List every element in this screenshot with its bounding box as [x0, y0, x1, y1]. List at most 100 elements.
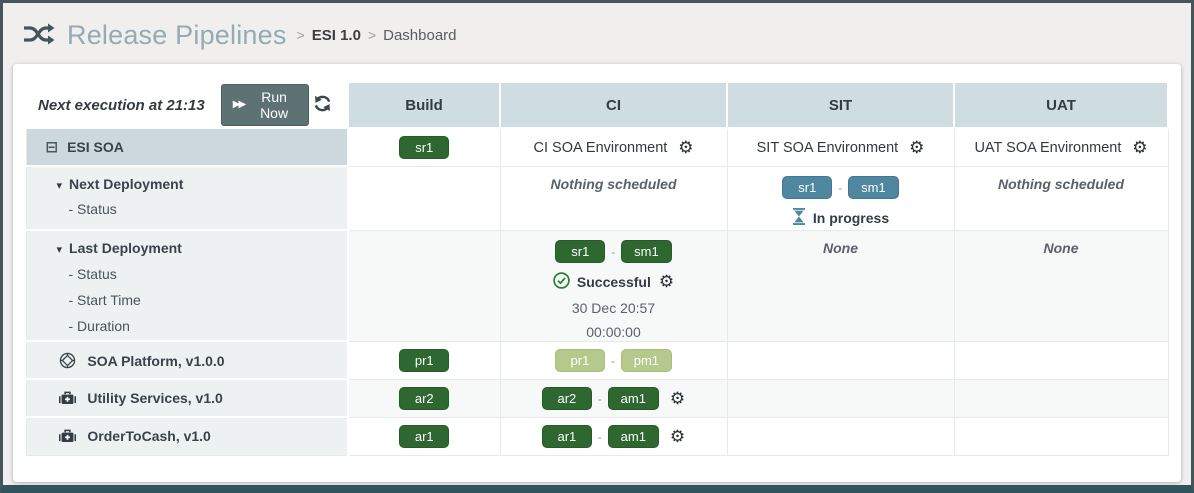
- application-name: OrderToCash, v1.0: [87, 428, 211, 445]
- sit-version-cell: [726, 340, 955, 380]
- uat-environment-cell: UAT SOA Environment ⚙: [953, 127, 1169, 167]
- medkit-icon: [58, 390, 88, 406]
- ci-version-cell: ar2 - am1 ⚙: [499, 378, 728, 418]
- start-time-value: 30 Dec 20:57: [571, 299, 656, 316]
- sit-next-deployment-cell: sr1 - sm1: [726, 165, 955, 231]
- refresh-button[interactable]: [309, 94, 336, 116]
- build-empty-cell: [347, 165, 501, 231]
- breadcrumb: > ESI 1.0 > Dashboard: [297, 27, 457, 44]
- table-header-row: Next execution at 21:13 ▶▶ Run Now: [25, 81, 1169, 129]
- run-now-label: Run Now: [260, 89, 289, 121]
- gear-icon[interactable]: ⚙: [678, 137, 694, 157]
- chevron-down-icon[interactable]: ▾: [56, 244, 63, 256]
- check-circle-icon: [553, 271, 570, 292]
- version-badge[interactable]: pm1: [620, 348, 673, 372]
- next-deployment-label: Next Deployment: [69, 176, 184, 192]
- last-deployment-starttime-label: - Start Time: [68, 292, 141, 308]
- last-deployment-status-label: - Status: [68, 266, 117, 282]
- duration-value: 00:00:00: [586, 323, 641, 340]
- none-text: None: [823, 239, 858, 256]
- dashboard-card: Next execution at 21:13 ▶▶ Run Now: [13, 64, 1181, 482]
- uat-environment-name: UAT SOA Environment: [974, 139, 1122, 156]
- last-deployment-label: Last Deployment: [69, 240, 182, 256]
- ci-next-deployment-cell: Nothing scheduled: [499, 165, 728, 231]
- gear-icon[interactable]: ⚙: [909, 137, 925, 157]
- version-badge[interactable]: ar2: [399, 386, 450, 410]
- badge-separator: -: [597, 391, 602, 406]
- sit-last-deployment-cell: None: [726, 229, 955, 342]
- version-badge[interactable]: ar2: [541, 386, 592, 410]
- version-badge[interactable]: ar1: [541, 424, 592, 448]
- column-header-build: Build: [347, 81, 501, 129]
- gear-icon[interactable]: ⚙: [669, 426, 686, 446]
- pipeline-name: ESI SOA: [67, 139, 124, 155]
- uat-version-cell: [953, 340, 1169, 380]
- last-deployment-duration-label: - Duration: [68, 318, 130, 334]
- application-name-cell: OrderToCash, v1.0: [25, 416, 349, 456]
- version-badge[interactable]: pr1: [554, 348, 605, 372]
- application-row: Utility Services, v1.0 ar2 ar2 - am1 ⚙: [25, 378, 1169, 418]
- next-deployment-status-label: - Status: [68, 201, 117, 217]
- toolbar-cell: Next execution at 21:13 ▶▶ Run Now: [25, 81, 349, 129]
- breadcrumb-page[interactable]: Dashboard: [383, 26, 457, 44]
- gear-icon[interactable]: ⚙: [658, 272, 675, 291]
- pipeline-table: Next execution at 21:13 ▶▶ Run Now: [25, 81, 1169, 456]
- gear-icon[interactable]: ⚙: [669, 388, 686, 408]
- build-version-cell: sr1: [347, 127, 501, 167]
- uat-version-cell: [953, 378, 1169, 418]
- uat-version-cell: [953, 416, 1169, 456]
- ci-environment-cell: CI SOA Environment ⚙: [499, 127, 728, 167]
- page-title: Release Pipelines: [67, 19, 287, 50]
- run-now-button[interactable]: ▶▶ Run Now: [220, 84, 309, 126]
- hourglass-icon: [792, 207, 806, 228]
- application-name-cell: SOA Platform, v1.0.0: [25, 340, 349, 380]
- sit-environment-cell: SIT SOA Environment ⚙: [726, 127, 955, 167]
- last-deployment-row: ▾ Last Deployment - Status - Start Time -…: [25, 229, 1169, 342]
- build-empty-cell: [347, 229, 501, 342]
- sit-environment-name: SIT SOA Environment: [756, 139, 899, 156]
- application-row: OrderToCash, v1.0 ar1 ar1 - am1 ⚙: [25, 416, 1169, 456]
- ci-environment-name: CI SOA Environment: [533, 139, 668, 156]
- build-version-cell: ar2: [347, 378, 501, 418]
- application-name-cell: Utility Services, v1.0: [25, 378, 349, 418]
- build-version-cell: ar1: [347, 416, 501, 456]
- sit-version-cell: [726, 416, 955, 456]
- version-badge[interactable]: sr1: [782, 175, 833, 199]
- ci-version-cell: ar1 - am1 ⚙: [499, 416, 728, 456]
- version-badge[interactable]: sr1: [399, 135, 450, 159]
- version-badge[interactable]: am1: [607, 386, 659, 410]
- shuffle-icon: [23, 21, 55, 52]
- breadcrumb-separator: >: [367, 26, 377, 43]
- fast-forward-icon: ▶▶: [232, 99, 246, 110]
- ci-last-deployment-cell: sr1 - sm1 Successful: [499, 229, 728, 342]
- badge-separator: -: [838, 180, 843, 195]
- build-version-cell: pr1: [347, 340, 501, 380]
- version-badge[interactable]: ar1: [399, 424, 450, 448]
- pipeline-row: ⊟ ESI SOA sr1 CI SOA Environment ⚙ SIT SO…: [25, 127, 1169, 167]
- gear-icon[interactable]: ⚙: [1132, 137, 1148, 157]
- version-badge[interactable]: sr1: [555, 239, 606, 263]
- pipeline-name-cell: ⊟ ESI SOA: [25, 127, 349, 167]
- next-execution-label: Next execution at 21:13: [38, 96, 205, 114]
- column-header-sit: SIT: [726, 81, 955, 129]
- version-badge[interactable]: am1: [607, 424, 659, 448]
- none-text: None: [1043, 239, 1079, 256]
- refresh-icon: [313, 95, 332, 116]
- medkit-icon: [58, 428, 88, 444]
- ci-version-cell: pr1 - pm1: [499, 340, 728, 380]
- version-badge[interactable]: sm1: [621, 239, 672, 263]
- uat-next-deployment-cell: Nothing scheduled: [953, 165, 1169, 231]
- version-badge[interactable]: pr1: [399, 348, 450, 372]
- chevron-down-icon[interactable]: ▾: [56, 180, 63, 192]
- platform-icon: [59, 352, 88, 369]
- version-badge[interactable]: sm1: [848, 175, 899, 199]
- app-header: Release Pipelines > ESI 1.0 > Dashboard: [3, 3, 1191, 64]
- breadcrumb-release[interactable]: ESI 1.0: [311, 26, 361, 44]
- application-name: Utility Services, v1.0: [87, 390, 223, 406]
- badge-separator: -: [611, 244, 616, 259]
- collapse-icon[interactable]: ⊟: [45, 139, 59, 156]
- next-deployment-label-cell: ▾ Next Deployment - Status: [25, 165, 349, 231]
- sit-version-cell: [726, 378, 955, 418]
- application-name: SOA Platform, v1.0.0: [87, 352, 225, 369]
